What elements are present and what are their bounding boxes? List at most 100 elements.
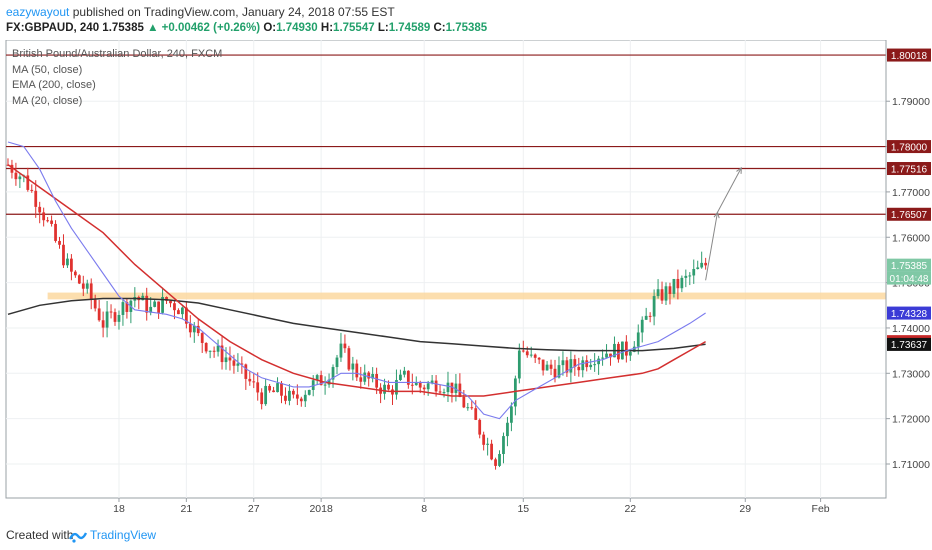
candle-body xyxy=(597,358,600,365)
high-value: 1.75547 xyxy=(333,22,375,34)
candle-body xyxy=(204,342,208,352)
candle-body xyxy=(335,357,339,368)
candle-body xyxy=(248,378,252,382)
level-price-tag-label: 1.77516 xyxy=(891,164,928,175)
candle-body xyxy=(617,343,620,360)
candle-body xyxy=(573,359,577,367)
level-price-tag: 1.80018 xyxy=(887,48,931,62)
candle-body xyxy=(351,363,355,370)
candle-body xyxy=(387,384,390,390)
candle-body xyxy=(557,365,561,378)
legend-ema200[interactable]: EMA (200, close) xyxy=(12,79,96,91)
candle xyxy=(153,299,157,308)
candle xyxy=(490,439,493,461)
candle xyxy=(446,371,450,403)
candle-body xyxy=(363,372,367,382)
candle-body xyxy=(14,172,18,180)
candle-body xyxy=(561,360,565,366)
candle xyxy=(506,416,509,447)
candle-body xyxy=(50,220,53,224)
y-tick-label: 1.74000 xyxy=(892,323,930,335)
last-price-tag-bg xyxy=(887,258,931,272)
candle-body xyxy=(656,289,660,297)
level-price-tag-bg xyxy=(887,48,931,62)
candle xyxy=(363,364,367,385)
candle xyxy=(597,355,600,375)
candle-body xyxy=(688,275,692,277)
candle-body xyxy=(228,357,232,361)
candle xyxy=(553,359,557,383)
tradingview-brand[interactable]: TradingView xyxy=(90,528,157,542)
level-price-tag-label: 1.76507 xyxy=(891,210,928,221)
candle-body xyxy=(260,392,264,405)
candle-body xyxy=(624,341,628,356)
candle xyxy=(561,351,565,376)
legend-ma20[interactable]: MA (20, close) xyxy=(12,95,82,107)
candle-body xyxy=(208,350,212,352)
candle xyxy=(636,324,640,355)
candle-body xyxy=(498,454,501,466)
candle xyxy=(557,356,561,379)
candle-body xyxy=(478,419,482,435)
support-zone-band xyxy=(47,292,886,300)
candle xyxy=(545,361,549,371)
candle xyxy=(208,350,212,359)
ema200-line xyxy=(7,297,706,352)
time-axis[interactable]: 18 21 27 2018 8 15 22 29 Feb xyxy=(113,498,830,515)
candle-body xyxy=(553,368,557,378)
candle-body xyxy=(521,350,525,352)
candle-body xyxy=(18,176,22,180)
candle xyxy=(200,332,204,353)
candle-body xyxy=(264,385,268,405)
legend-ma50[interactable]: MA (50, close) xyxy=(12,64,82,76)
candle-body xyxy=(704,262,708,266)
candle-body xyxy=(454,383,458,393)
y-tick-label: 1.77000 xyxy=(892,187,930,199)
candle xyxy=(252,372,256,389)
candle-body xyxy=(668,286,672,294)
candle-body xyxy=(676,278,680,289)
candle-body xyxy=(268,385,271,391)
candle xyxy=(442,388,446,398)
candle-body xyxy=(240,363,244,365)
candle xyxy=(272,386,275,393)
candle xyxy=(73,270,77,278)
candle-body xyxy=(224,357,228,363)
candle-body xyxy=(537,357,541,360)
candle-body xyxy=(216,345,220,352)
author-link[interactable]: eazywayout xyxy=(6,5,70,19)
candle-body xyxy=(367,372,371,379)
candle-body xyxy=(280,383,283,396)
candle xyxy=(462,389,466,409)
candle-body xyxy=(284,395,287,401)
candle-body xyxy=(181,307,184,315)
price-tags: 1.80018 1.78000 1.77516 1.76507 1.75385 01:04… xyxy=(887,48,931,351)
candle-body xyxy=(549,364,553,369)
candle-body xyxy=(605,353,608,358)
candle-body xyxy=(339,343,343,358)
candle xyxy=(121,299,125,326)
candle-body xyxy=(10,164,14,173)
candle xyxy=(89,278,93,310)
candle xyxy=(42,207,46,227)
candle xyxy=(383,378,386,400)
candle-body xyxy=(307,389,311,395)
level-price-tag-bg xyxy=(887,140,931,154)
candle-body xyxy=(62,244,65,266)
candle xyxy=(58,236,61,249)
candle-body xyxy=(38,206,42,213)
x-tick-label: 2018 xyxy=(309,503,333,515)
candle xyxy=(569,351,573,383)
candle-body xyxy=(402,370,406,375)
plot-area[interactable] xyxy=(5,40,887,499)
price-chart[interactable]: 1.710001.720001.730001.740001.750001.760… xyxy=(0,40,932,520)
candle xyxy=(14,162,18,186)
candle-body xyxy=(502,436,505,455)
indicator-lines xyxy=(7,141,706,420)
x-tick-label: 27 xyxy=(248,503,260,515)
candle-body xyxy=(438,391,442,393)
ma50-line xyxy=(7,164,706,397)
candle xyxy=(359,366,363,389)
candle-body xyxy=(410,384,414,386)
candle-body xyxy=(113,312,117,322)
